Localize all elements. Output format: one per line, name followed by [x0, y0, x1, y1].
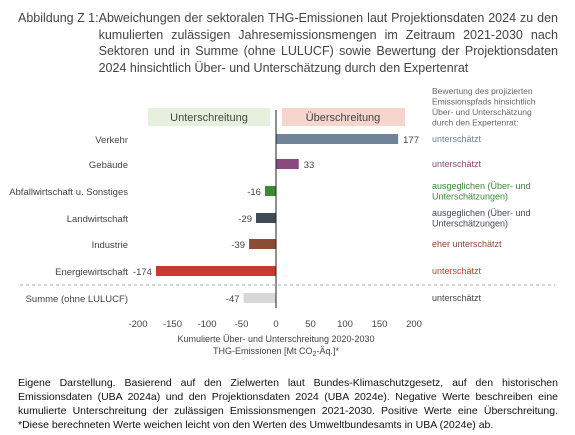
assessment-landwirtschaft: ausgeglichen (Über- und [432, 208, 531, 218]
figure-note: Eigene Darstellung. Basierend auf den Zi… [18, 377, 558, 431]
x-tick-label: 0 [273, 319, 278, 330]
x-tick-label: 150 [372, 319, 388, 330]
x-tick-label: 100 [337, 319, 353, 330]
assessment-header-line: durch den Expertenrat: [432, 118, 518, 128]
value-label-industrie: -39 [231, 240, 245, 251]
value-label-gebaeude: 33 [304, 160, 315, 171]
category-label-verkehr: Verkehr [95, 135, 128, 146]
category-label-gebaeude: Gebäude [89, 160, 128, 171]
bar-chart: Unterschreitung Überschreitung Verkehr 177 G… [9, 86, 555, 358]
assessment-header-line: Emissionspfads hinsichtlich [432, 97, 536, 107]
x-tick-label: -200 [128, 319, 147, 330]
bar-energiewirtschaft [155, 266, 276, 276]
x-axis-title-line2: THG-Emissionen [Mt CO2-Äq.]* [213, 346, 339, 358]
x-tick-label: -50 [235, 319, 249, 330]
bar-gebaeude [276, 159, 299, 169]
category-label-landwirtschaft: Landwirtschaft [67, 214, 129, 225]
value-label-energiewirtschaft: -174 [133, 267, 152, 278]
x-tick-label: 200 [406, 319, 422, 330]
legend-negative-box [148, 108, 270, 126]
bar-abfallwirtschaft-u-sonstiges [264, 186, 276, 196]
value-label-verkehr: 177 [403, 135, 419, 146]
caption-label: Abbildung Z 1: [18, 11, 99, 25]
assessment-header-line: Über- und Unterschätzung [432, 107, 532, 117]
bar-industrie [249, 239, 276, 249]
assessment-energiewirtschaft: unterschätzt [432, 266, 482, 276]
x-tick-label: -150 [163, 319, 182, 330]
assessment-landwirtschaft: Unterschätzungen) [432, 219, 508, 229]
assessment-gebaeude: unterschätzt [432, 159, 482, 169]
legend-positive-box [282, 108, 405, 126]
value-label-landwirtschaft: -29 [238, 214, 252, 225]
bar-summe-ohne-lulucf [243, 293, 276, 303]
assessment-verkehr: unterschätzt [432, 134, 482, 144]
category-label-industrie: Industrie [92, 240, 128, 251]
value-label-abfallwirtschaft-u-sonstiges: -16 [247, 187, 261, 198]
category-label-summe-ohne-lulucf: Summe (ohne LULUCF) [26, 294, 128, 305]
category-label-energiewirtschaft: Energiewirtschaft [55, 267, 128, 278]
x-tick-label: -100 [197, 319, 216, 330]
x-tick-label: 50 [305, 319, 316, 330]
caption-text: Abweichungen der sektoralen THG-Emission… [98, 11, 558, 75]
assessment-abfallwirtschaft-u-sonstiges: ausgeglichen (Über- und [432, 181, 531, 191]
figure-caption: Abbildung Z 1: Abweichungen der sektoral… [18, 10, 558, 76]
assessment-abfallwirtschaft-u-sonstiges: Unterschätzungen) [432, 192, 508, 202]
x-axis-title-line1: Kumulierte Über- und Unterschreitung 202… [177, 334, 374, 344]
bar-verkehr [276, 134, 399, 144]
value-label-summe-ohne-lulucf: -47 [226, 294, 240, 305]
legend-negative-label: Unterschreitung [170, 112, 248, 124]
assessment-summe-ohne-lulucf: unterschätzt [432, 293, 482, 303]
category-label-abfallwirtschaft-u-sonstiges: Abfallwirtschaft u. Sonstiges [9, 187, 128, 198]
assessment-header-line: Bewertung des projizierten [432, 86, 533, 96]
legend-positive-label: Überschreitung [306, 112, 381, 124]
assessment-industrie: eher unterschätzt [432, 239, 502, 249]
bar-landwirtschaft [255, 213, 276, 223]
